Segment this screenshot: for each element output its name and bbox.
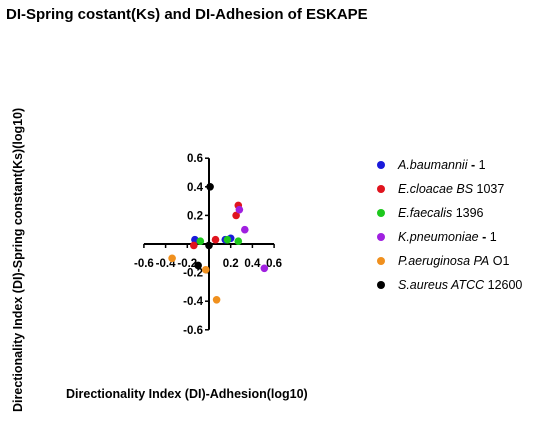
y-tick-label: 0.4 bbox=[187, 182, 204, 194]
legend-entry: A.baumannii - 1 bbox=[397, 158, 486, 172]
x-tick-label: 0.4 bbox=[244, 258, 261, 270]
x-axis-label: Directionality Index (DI)-Adhesion(log10… bbox=[66, 387, 308, 401]
y-tick-label: -0.2 bbox=[183, 268, 203, 280]
y-tick-label: 0.2 bbox=[187, 210, 203, 222]
data-point bbox=[201, 265, 210, 274]
data-point bbox=[234, 237, 243, 245]
legend-marker bbox=[377, 281, 385, 289]
data-point bbox=[212, 295, 221, 304]
x-tick-label: -0.2 bbox=[177, 258, 197, 270]
x-tick-label: -0.6 bbox=[134, 258, 154, 270]
data-points bbox=[168, 183, 269, 304]
data-point bbox=[206, 183, 214, 191]
x-tick-label: 0.2 bbox=[223, 258, 239, 270]
y-axis-label: Directionality Index (DI)-Spring constan… bbox=[11, 108, 25, 412]
legend-entry: E.cloacae BS 1037 bbox=[398, 182, 504, 196]
data-point bbox=[223, 235, 232, 244]
y-tick-label: -0.6 bbox=[183, 325, 203, 337]
legend-marker bbox=[377, 257, 385, 265]
ticks: -0.6 -0.4 -0.2 0.2 0.4 0.60.60.40.2-0.2-0.4-0… bbox=[134, 153, 282, 337]
legend-marker bbox=[377, 161, 385, 169]
y-tick-label: -0.4 bbox=[183, 296, 203, 308]
legend-marker bbox=[377, 185, 385, 193]
data-point bbox=[205, 241, 213, 250]
x-tick-label: 0.6 bbox=[266, 258, 282, 270]
data-point bbox=[235, 205, 244, 214]
legend-entry: K.pneumoniae - 1 bbox=[398, 230, 497, 244]
legend-entry: P.aeruginosa PA O1 bbox=[398, 254, 509, 268]
legend-entry: E.faecalis 1396 bbox=[398, 206, 484, 220]
data-point bbox=[194, 261, 202, 270]
legend-marker bbox=[377, 233, 385, 241]
data-point bbox=[241, 225, 249, 234]
data-point bbox=[190, 241, 198, 250]
data-point bbox=[232, 211, 240, 220]
data-point bbox=[260, 264, 269, 273]
y-tick-label: 0.6 bbox=[187, 153, 203, 165]
data-point bbox=[196, 237, 205, 245]
data-point bbox=[211, 235, 220, 244]
legend: A.baumannii - 1 E.cloacae BS 1037 E.faecal… bbox=[377, 158, 522, 292]
chart-title: DI-Spring costant(Ks) and DI-Adhesion of… bbox=[6, 6, 368, 23]
data-point bbox=[168, 254, 176, 263]
legend-entry: S.aureus ATCC 12600 bbox=[398, 278, 522, 292]
legend-marker bbox=[377, 209, 385, 217]
